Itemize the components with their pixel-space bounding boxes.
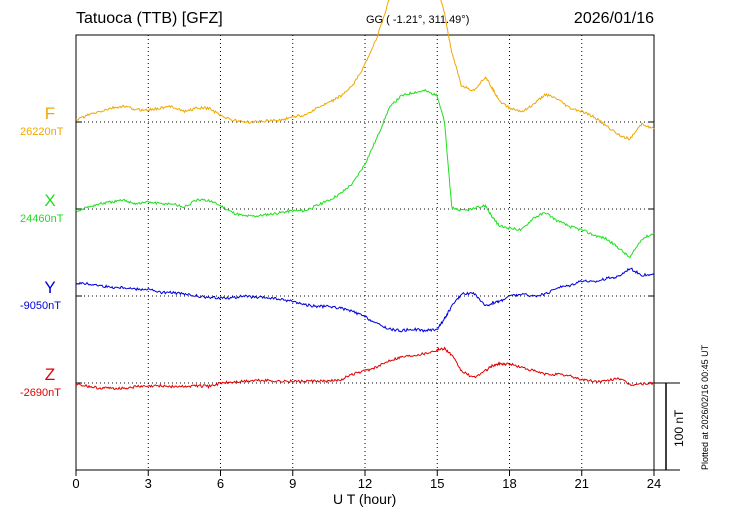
x-tick-label: 0 xyxy=(72,476,79,491)
component-letter-y: Y xyxy=(44,278,56,297)
x-tick-label: 21 xyxy=(575,476,589,491)
plot-border xyxy=(75,34,655,471)
series-line-y xyxy=(75,267,655,333)
component-letter-f: F xyxy=(44,104,56,123)
series-line-x xyxy=(75,88,655,259)
x-tick-label: 18 xyxy=(502,476,516,491)
scale-bar xyxy=(654,383,680,471)
component-baseline-x: 24460nT xyxy=(20,213,64,225)
station-title: Tatuoca (TTB) [GFZ] xyxy=(76,10,223,27)
date-label: 2026/01/16 xyxy=(573,10,654,27)
component-letter-x: X xyxy=(44,191,56,210)
component-baseline-z: -2690nT xyxy=(20,387,61,399)
x-axis-ticks: 0 3 6 9 12 15 18 21 24 xyxy=(72,470,661,491)
x-tick-label: 12 xyxy=(358,476,372,491)
x-tick-label: 6 xyxy=(217,476,224,491)
x-axis-title: U T (hour) xyxy=(333,491,397,507)
coordinates-label: GG ( -1.21°, 311.49°) xyxy=(366,14,470,26)
component-baseline-f: 26220nT xyxy=(20,126,64,138)
component-letter-z: Z xyxy=(44,365,56,384)
scale-bar-label: 100 nT xyxy=(672,409,686,447)
series-line-z xyxy=(75,346,655,390)
x-tick-label: 9 xyxy=(289,476,296,491)
grid-lines xyxy=(147,35,583,470)
baseline-lines xyxy=(76,121,680,384)
series-lines xyxy=(75,0,655,390)
x-tick-label: 3 xyxy=(145,476,152,491)
series-line-f xyxy=(75,0,655,141)
component-baseline-y: -9050nT xyxy=(20,300,61,312)
plot-frame xyxy=(75,34,655,471)
x-tick-label: 15 xyxy=(430,476,444,491)
x-tick-label: 24 xyxy=(647,476,661,491)
plotted-timestamp: Plotted at 2026/02/16 00:45 UT xyxy=(700,344,710,470)
